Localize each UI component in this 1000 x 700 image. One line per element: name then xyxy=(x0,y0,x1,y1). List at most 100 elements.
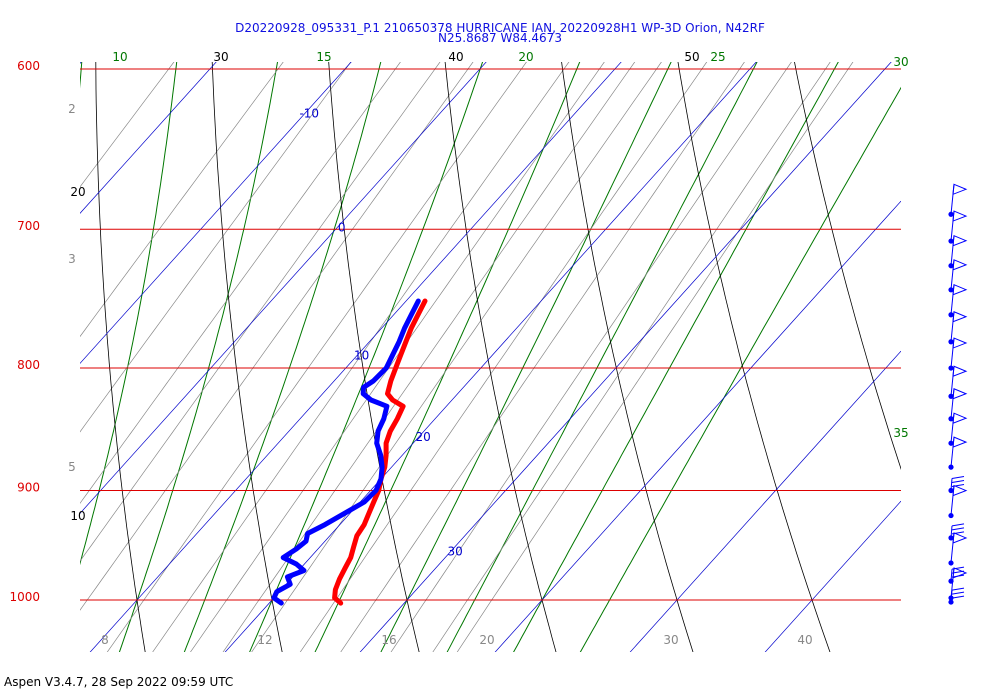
mixing-ratio-label: 12 xyxy=(257,633,272,647)
wind-barb-feather xyxy=(951,591,965,595)
moist-adiabat xyxy=(314,62,581,652)
dry-adiabat xyxy=(905,34,1000,661)
mixing-ratio-label: 2 xyxy=(68,102,76,116)
isotherm xyxy=(629,350,901,652)
mixing-ratio-line xyxy=(80,62,441,562)
moist-adiabat-label: 20 xyxy=(518,50,533,64)
moist-adiabat-label: 30 xyxy=(893,55,908,69)
mixing-ratio-line xyxy=(80,62,284,338)
moist-adiabat-label: 25 xyxy=(710,50,725,64)
mixing-ratio-lines xyxy=(80,62,854,652)
dry-adiabat xyxy=(95,62,146,652)
dry-adiabat-label: 10 xyxy=(70,509,85,523)
mixing-ratio-label: 20 xyxy=(479,633,494,647)
wind-barb-dot xyxy=(948,560,954,566)
moist-adiabat xyxy=(446,62,758,652)
wind-barb-shaft xyxy=(950,525,953,538)
isotherm-label: 30 xyxy=(448,545,463,559)
isotherm xyxy=(80,62,352,364)
pressure-label: 1000 xyxy=(9,590,40,604)
mixing-ratio-line xyxy=(340,62,745,652)
moist-adiabat xyxy=(579,86,901,652)
wind-barb-feather xyxy=(951,566,965,570)
isotherm xyxy=(0,0,4,661)
moist-adiabat xyxy=(118,62,279,652)
isotherm xyxy=(494,200,901,652)
dry-adiabat-label: 50 xyxy=(684,50,699,64)
mixing-ratio-line xyxy=(80,62,352,433)
mixing-ratio-line xyxy=(80,62,401,504)
mixing-ratio-line xyxy=(106,62,527,652)
mixing-ratio-label: 8 xyxy=(101,633,109,647)
isotherms xyxy=(0,0,901,661)
dry-adiabat xyxy=(794,62,901,471)
pressure-label: 700 xyxy=(17,219,40,233)
software-footer: Aspen V3.4.7, 28 Sep 2022 09:59 UTC xyxy=(4,675,234,689)
wind-barb-pennant xyxy=(952,365,968,378)
wind-barbs xyxy=(948,183,968,605)
isotherm-label: 20 xyxy=(415,430,430,444)
isotherm xyxy=(89,62,622,652)
chart-title: D20220928_095331_P.1 210650378 HURRICANE… xyxy=(235,21,765,35)
wind-barb-feather xyxy=(951,587,965,591)
dry-adiabat-label: 20 xyxy=(70,185,85,199)
wind-barb-pennant xyxy=(952,259,968,271)
wind-barb-feather xyxy=(951,527,965,531)
moist-adiabat xyxy=(513,62,839,652)
isotherm xyxy=(764,500,901,652)
mixing-ratio-line xyxy=(190,62,605,652)
isotherm xyxy=(359,62,892,652)
wind-barb-shaft xyxy=(950,569,953,582)
wind-barb-pennant xyxy=(952,284,968,296)
mixing-ratio-label: 40 xyxy=(797,633,812,647)
mixing-ratio-label: 30 xyxy=(663,633,678,647)
dry-adiabat xyxy=(561,62,694,652)
isotherm-label: 0 xyxy=(338,221,346,235)
moist-adiabat-label: 15 xyxy=(316,50,331,64)
mixing-ratio-line xyxy=(390,62,792,652)
dry-adiabat xyxy=(211,62,283,652)
mixing-ratio-label: 5 xyxy=(68,460,76,474)
axis-labels: 600 700 800 900 1000 -10 0 10 20 30 10 20 30 40 50 10 15… xyxy=(9,50,908,647)
moist-adiabat xyxy=(380,62,672,652)
wind-barb-pennant xyxy=(952,183,968,196)
mixing-ratio-label: 3 xyxy=(68,252,76,266)
wind-barb-pennant xyxy=(952,436,968,448)
dry-adiabats xyxy=(95,34,1000,661)
wind-barb-pennant xyxy=(952,311,968,323)
pressure-label: 900 xyxy=(17,480,40,494)
wind-barb-feather xyxy=(951,595,965,599)
dry-adiabat xyxy=(328,62,420,652)
mixing-ratio-line xyxy=(80,62,175,188)
wind-barb-pennant xyxy=(952,532,968,544)
wind-barb-pennant xyxy=(952,412,968,424)
isotherm xyxy=(224,62,757,652)
isotherm xyxy=(80,62,217,214)
mixing-ratio-label: 16 xyxy=(381,633,396,647)
wind-barb-pennant xyxy=(952,484,968,497)
isobars xyxy=(80,68,901,601)
dewpoint-trace xyxy=(271,298,421,606)
wind-barb-feather xyxy=(951,475,965,479)
moist-adiabat-label: 35 xyxy=(893,426,908,440)
wind-barb-pennant xyxy=(952,210,968,222)
wind-barb-feather xyxy=(951,523,965,527)
dry-adiabat-label: 40 xyxy=(448,50,463,64)
isotherm xyxy=(80,62,487,514)
mixing-ratio-line xyxy=(152,62,570,652)
chart-subtitle: N25.8687 W84.4673 xyxy=(438,31,562,45)
pressure-label: 600 xyxy=(17,59,40,73)
moist-adiabat-label: 10 xyxy=(112,50,127,64)
moist-adiabats xyxy=(80,62,901,652)
wind-barb-pennant xyxy=(952,234,968,247)
sounding-traces xyxy=(271,298,428,606)
wind-barb-feather xyxy=(951,531,965,535)
mixing-ratio-line xyxy=(299,62,708,652)
wind-barb-shaft xyxy=(950,478,953,491)
dry-adiabat xyxy=(677,62,831,652)
isotherm xyxy=(80,62,82,64)
wind-barb-feather xyxy=(951,483,965,487)
wind-barb-feather xyxy=(951,570,965,574)
wind-barb-feather xyxy=(951,479,965,483)
moist-adiabat xyxy=(80,62,83,89)
